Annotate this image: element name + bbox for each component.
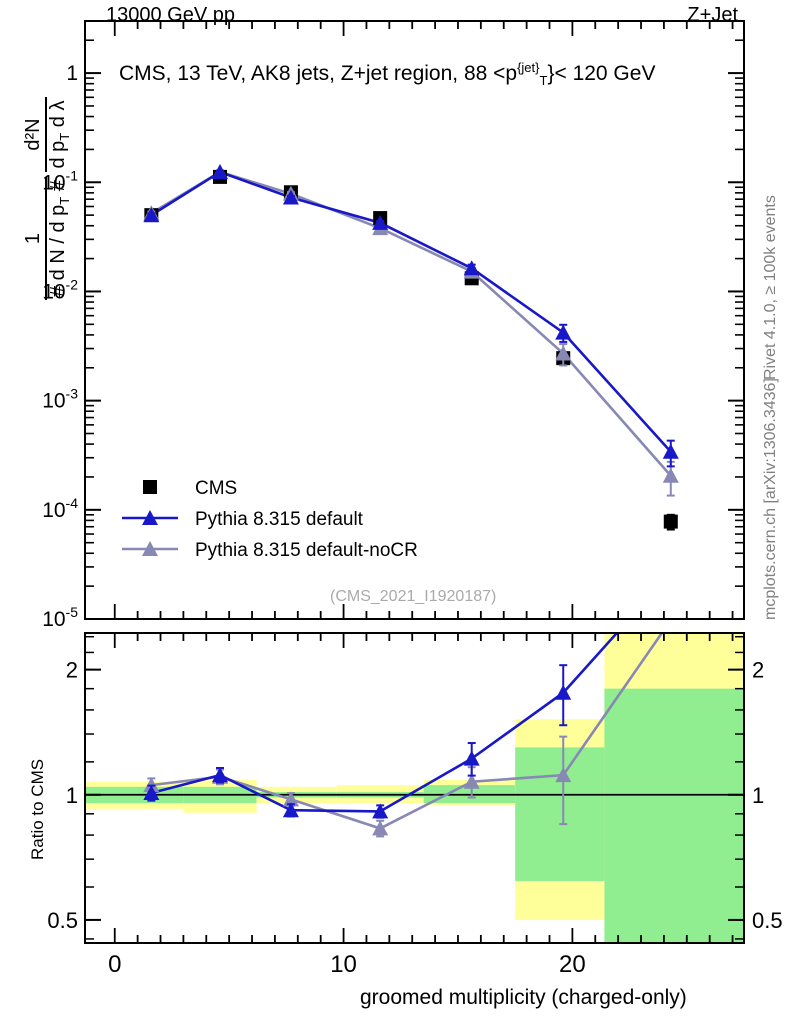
main-y-tick-exponent: -4 (66, 495, 79, 511)
x-tick-label: 20 (559, 951, 586, 978)
ratio-inner-band (604, 688, 744, 943)
title-subscript: T (539, 73, 548, 89)
main-series-line (150, 170, 672, 477)
main-y-tick-label: 10-1 (42, 167, 78, 194)
data-marker-square (143, 480, 157, 494)
ratio-inner-band (515, 747, 605, 882)
main-y-tick-label: 10-5 (42, 604, 78, 631)
legend-label: Pythia 8.315 default-noCR (195, 540, 418, 561)
data-marker-triangle (662, 443, 679, 459)
title-post: }< 120 GeV (547, 62, 656, 85)
main-plot-frame (84, 20, 745, 620)
title-superscript: {jet} (517, 60, 540, 75)
data-marker-triangle (372, 214, 389, 230)
main-y-tick-exponent: -3 (66, 386, 79, 402)
data-marker-triangle (555, 345, 572, 361)
data-marker-triangle (463, 773, 480, 789)
data-marker-triangle (142, 510, 158, 525)
ratio-y-tick-label-right: 0.5 (752, 908, 783, 933)
ratio-tick-group (85, 633, 744, 943)
ratio-y-tick-label-left-group: 210.5 (47, 658, 78, 933)
x-tick-label-group: 0 10 20 (108, 951, 586, 978)
main-y-tick-label: 10-4 (42, 495, 78, 522)
data-marker-triangle (555, 324, 572, 340)
data-marker-triangle (662, 467, 679, 483)
data-marker-triangle (212, 767, 229, 783)
data-marker-triangle (282, 189, 299, 205)
main-data-group (143, 163, 679, 531)
data-marker-triangle (372, 803, 389, 819)
data-marker-triangle (282, 802, 299, 818)
main-y-tick-label: 10-3 (42, 386, 78, 413)
data-marker-triangle (463, 750, 480, 766)
ratio-y-tick-label-right: 2 (752, 658, 764, 683)
data-marker-triangle (555, 767, 572, 783)
x-tick-label: 0 (108, 951, 121, 978)
ratio-y-tick-label-right-group: 210.5 (752, 658, 783, 933)
analysis-id-watermark: (CMS_2021_I1920187) (330, 588, 497, 605)
data-marker-square (663, 514, 678, 529)
data-marker-triangle (143, 777, 160, 793)
main-y-tick-exponent: -1 (66, 167, 79, 183)
data-marker-triangle (555, 684, 572, 700)
ratio-plot-frame (84, 632, 745, 944)
main-y-tick-label: 1 (66, 62, 78, 85)
data-marker-triangle (282, 791, 299, 807)
x-axis-label: groomed multiplicity (charged-only) (360, 986, 687, 1009)
ratio-data-group (143, 633, 664, 838)
main-y-tick-exponent: -5 (66, 604, 79, 620)
ratio-uncertainty-band-group (85, 633, 744, 943)
data-marker-triangle (142, 541, 158, 556)
legend-label: Pythia 8.315 default (195, 509, 364, 530)
x-tick-label: 10 (330, 951, 357, 978)
legend-label: CMS (195, 478, 237, 499)
main-y-tick-label-group: 1 10-1 10-2 10-3 10-4 10-5 (42, 62, 78, 631)
data-marker-triangle (143, 207, 160, 223)
data-marker-triangle (463, 260, 480, 276)
main-y-tick-exponent: -2 (66, 276, 79, 292)
ratio-y-tick-label: 0.5 (47, 908, 78, 933)
main-y-tick-label: 10-2 (42, 276, 78, 303)
page-title: CMS, 13 TeV, AK8 jets, Z+jet region, 88 … (119, 60, 655, 88)
data-marker-triangle (372, 820, 389, 836)
data-marker-triangle (212, 164, 229, 180)
ratio-y-tick-label-right: 1 (752, 783, 764, 808)
title-pre: CMS, 13 TeV, AK8 jets, Z+jet region, 88 … (119, 62, 518, 85)
data-marker-triangle (143, 784, 160, 800)
ratio-y-tick-label: 1 (66, 783, 78, 808)
main-tick-group (85, 20, 744, 620)
ratio-y-tick-label: 2 (66, 658, 78, 683)
legend: CMS Pythia 8.315 default Pythia 8.315 defa… (122, 478, 418, 561)
main-series-line (150, 170, 672, 453)
